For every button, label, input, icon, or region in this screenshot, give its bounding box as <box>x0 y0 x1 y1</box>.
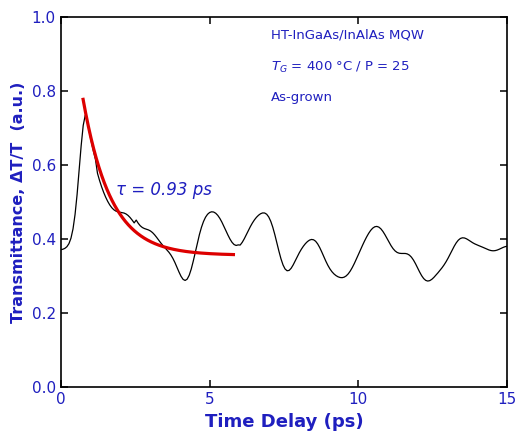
Text: HT-InGaAs/InAlAs MQW: HT-InGaAs/InAlAs MQW <box>271 28 423 41</box>
Text: $T_G$ = 400 °C / P = 25: $T_G$ = 400 °C / P = 25 <box>271 60 409 75</box>
Text: τ = 0.93 ps: τ = 0.93 ps <box>116 181 212 199</box>
X-axis label: Time Delay (ps): Time Delay (ps) <box>205 413 363 431</box>
Text: As-grown: As-grown <box>271 91 333 104</box>
Y-axis label: Transmittance, ΔT/T  (a.u.): Transmittance, ΔT/T (a.u.) <box>11 82 26 323</box>
